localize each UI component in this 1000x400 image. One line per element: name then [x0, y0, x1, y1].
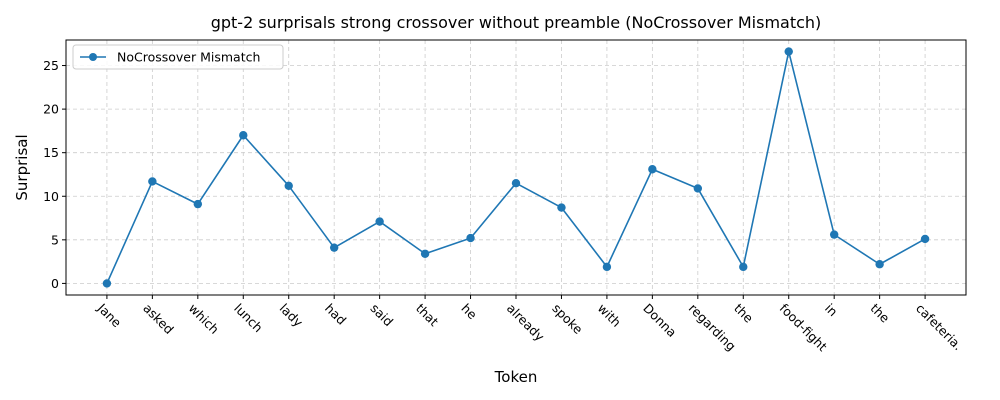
- x-tick-label: with: [595, 301, 624, 330]
- data-point: [602, 262, 612, 272]
- data-point: [420, 249, 430, 258]
- data-point: [920, 234, 930, 244]
- x-tick-label: already: [504, 301, 548, 345]
- data-point: [239, 131, 248, 140]
- data-point: [829, 230, 839, 239]
- legend-box: [72, 44, 284, 70]
- data-point: [148, 177, 157, 186]
- x-tick-label: the: [731, 301, 756, 326]
- y-tick-label: 25: [43, 58, 59, 73]
- y-tick-label: 10: [43, 189, 59, 204]
- x-tick-label: Jane: [94, 300, 125, 331]
- legend: NoCrossover Mismatch: [72, 44, 284, 70]
- chart-title: gpt-2 surprisals strong crossover withou…: [211, 13, 822, 32]
- series-layer: [102, 47, 930, 288]
- x-tick-label: which: [186, 301, 222, 337]
- x-tick-label: regarding: [686, 301, 739, 354]
- data-point: [648, 165, 657, 174]
- data-point: [375, 217, 384, 226]
- x-axis-label: Token: [494, 368, 538, 386]
- data-point: [511, 178, 521, 188]
- y-axis-label: Surprisal: [13, 134, 31, 200]
- x-tick-label: that: [413, 301, 442, 330]
- x-tick-label: said: [368, 301, 397, 330]
- x-tick-label: spoke: [549, 301, 586, 338]
- data-point: [466, 233, 475, 243]
- data-point: [693, 184, 703, 193]
- x-tick-label: lunch: [231, 301, 266, 336]
- x-tick-label: the: [868, 301, 893, 326]
- grid: [66, 40, 966, 295]
- data-point: [739, 262, 748, 272]
- y-axis-ticks: 0 5 10 15 20 25: [43, 58, 66, 291]
- data-point: [784, 47, 793, 56]
- data-point: [329, 243, 339, 252]
- legend-label: NoCrossover Mismatch: [117, 50, 260, 65]
- legend-marker-swatch: [89, 53, 97, 61]
- data-point: [557, 203, 566, 212]
- y-tick-label: 0: [51, 276, 59, 291]
- x-tick-label: in: [822, 301, 841, 320]
- y-tick-label: 20: [43, 102, 59, 117]
- x-tick-label: cafeteria.: [913, 301, 966, 354]
- data-point: [193, 199, 203, 209]
- x-axis-ticks: Jane asked which lunch lady had said that he alre…: [94, 295, 966, 354]
- data-point: [102, 279, 112, 288]
- y-tick-label: 15: [43, 145, 59, 160]
- data-point: [875, 260, 884, 269]
- x-tick-label: food-fight: [777, 301, 831, 355]
- x-tick-label: asked: [140, 301, 176, 337]
- x-tick-label: had: [322, 301, 349, 328]
- y-tick-label: 5: [51, 232, 59, 247]
- x-tick-label: Donna: [640, 301, 679, 340]
- x-tick-label: lady: [277, 301, 307, 331]
- data-point: [284, 181, 293, 191]
- x-tick-label: he: [458, 301, 480, 323]
